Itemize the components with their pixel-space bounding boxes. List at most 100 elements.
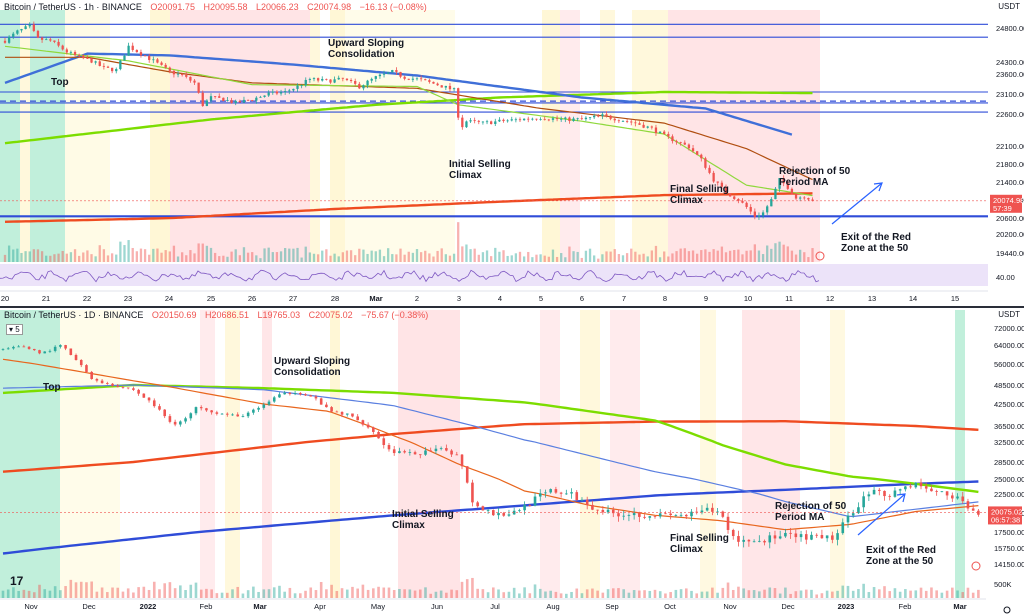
volume-bar-62 bbox=[259, 258, 262, 262]
chart-1d-canvas[interactable]: 72000.00 64000.00 56000.00 48500.00 42500.00… bbox=[0, 308, 1024, 615]
candle-body-14 bbox=[74, 354, 78, 360]
candle-body-140 bbox=[580, 118, 583, 120]
candle-body-137 bbox=[716, 511, 719, 513]
volume-bar-159 bbox=[658, 257, 662, 262]
candle-body-51 bbox=[213, 96, 217, 97]
candle-body-87 bbox=[455, 454, 459, 456]
candle-body-57 bbox=[299, 393, 302, 395]
chart-1d-high: H20686.51 bbox=[204, 310, 250, 320]
candle-body-41 bbox=[215, 412, 219, 414]
volume-bar-102 bbox=[533, 584, 537, 598]
volume-bar-42 bbox=[176, 256, 180, 262]
volume-bar-60 bbox=[314, 590, 318, 598]
candle-body-16 bbox=[85, 365, 88, 372]
candle-body-48 bbox=[201, 92, 204, 106]
candle-body-59 bbox=[309, 395, 313, 397]
candle-body-46 bbox=[241, 416, 245, 417]
volume-bar-76 bbox=[398, 588, 401, 598]
candle-body-67 bbox=[351, 413, 354, 417]
candle-body-120 bbox=[627, 515, 631, 516]
volume-bar-38 bbox=[160, 252, 163, 262]
candle-body-108 bbox=[448, 85, 452, 90]
tradingview-logo-icon[interactable]: 17 bbox=[10, 574, 24, 588]
candle-body-135 bbox=[705, 507, 709, 511]
zone-band-9 bbox=[610, 310, 640, 598]
candle-body-58 bbox=[304, 394, 307, 396]
candle-body-79 bbox=[413, 452, 417, 455]
candle-body-176 bbox=[728, 193, 732, 197]
volume-bar-106 bbox=[440, 248, 443, 262]
volume-bar-166 bbox=[687, 251, 691, 262]
indicator-count-badge[interactable]: ▾ 5 bbox=[6, 324, 23, 335]
annotation-exit-line-0: Exit of the Red bbox=[841, 232, 911, 243]
candle-body-21 bbox=[90, 58, 93, 63]
candle-body-45 bbox=[236, 414, 240, 417]
price-axis-label-9: 22500.00 bbox=[994, 490, 1024, 499]
pane-separator[interactable] bbox=[0, 306, 1024, 309]
volume-bar-47 bbox=[246, 590, 250, 598]
volume-bar-84 bbox=[439, 590, 443, 598]
volume-bar-13 bbox=[57, 253, 60, 262]
volume-bar-113 bbox=[591, 588, 594, 598]
candle-body-181 bbox=[749, 206, 752, 212]
volume-bar-178 bbox=[930, 587, 933, 598]
chart-pane-1d[interactable]: 72000.00 64000.00 56000.00 48500.00 42500.00… bbox=[0, 308, 1024, 615]
volume-bar-0 bbox=[3, 254, 7, 262]
candle-body-14 bbox=[61, 45, 64, 50]
volume-bar-88 bbox=[460, 581, 464, 598]
bar-countdown-label: 06:57:38 bbox=[991, 515, 1020, 524]
volume-bar-151 bbox=[789, 593, 792, 598]
volume-bar-0 bbox=[1, 590, 5, 598]
candle-body-164 bbox=[679, 142, 682, 144]
candle-body-97 bbox=[507, 514, 511, 516]
candle-body-43 bbox=[181, 73, 184, 75]
chart-pane-1h[interactable]: 24800.00 24300.00 23600.00 23100.00 22600.00… bbox=[0, 0, 1024, 307]
candle-body-67 bbox=[279, 92, 283, 94]
volume-bar-61 bbox=[319, 581, 323, 598]
volume-bar-148 bbox=[773, 588, 777, 598]
candle-body-11 bbox=[49, 39, 52, 41]
chart-1h-pair: Bitcoin / TetherUS · 1h · BINANCE bbox=[4, 2, 142, 12]
candle-body-110 bbox=[457, 88, 460, 118]
candle-body-33 bbox=[139, 52, 143, 56]
candle-body-116 bbox=[606, 509, 610, 513]
time-axis-label-10: Sep bbox=[605, 602, 618, 611]
price-axis-label-4: 42500.00 bbox=[994, 400, 1024, 409]
candle-body-12 bbox=[53, 40, 56, 42]
candle-body-29 bbox=[152, 400, 156, 407]
volume-bar-154 bbox=[638, 254, 641, 262]
volume-bar-26 bbox=[110, 253, 114, 262]
volume-bar-159 bbox=[831, 591, 834, 598]
volume-bar-48 bbox=[252, 586, 255, 598]
chart-1h-canvas[interactable]: 24800.00 24300.00 23600.00 23100.00 22600.00… bbox=[0, 0, 1024, 307]
volume-bar-118 bbox=[617, 588, 620, 598]
time-axis-label-9: Mar bbox=[369, 294, 382, 303]
candle-body-126 bbox=[522, 118, 526, 121]
candle-body-60 bbox=[314, 396, 318, 399]
candle-body-69 bbox=[361, 420, 365, 425]
candle-body-184 bbox=[761, 212, 765, 216]
candle-body-129 bbox=[674, 515, 678, 516]
volume-bar-56 bbox=[293, 593, 297, 598]
candle-body-173 bbox=[904, 486, 907, 490]
candle-body-117 bbox=[485, 121, 489, 123]
volume-bar-70 bbox=[292, 248, 295, 262]
volume-bar-106 bbox=[554, 591, 558, 598]
candle-body-103 bbox=[538, 493, 542, 497]
volume-bar-4 bbox=[20, 252, 23, 262]
candle-body-54 bbox=[283, 392, 286, 395]
candle-body-178 bbox=[930, 488, 933, 492]
volume-bar-135 bbox=[705, 591, 709, 598]
volume-bar-125 bbox=[518, 251, 522, 262]
candle-body-98 bbox=[512, 510, 516, 515]
candle-body-12 bbox=[64, 345, 67, 349]
volume-bar-165 bbox=[683, 248, 686, 262]
volume-bar-132 bbox=[690, 590, 693, 598]
candle-body-106 bbox=[440, 85, 443, 88]
candle-body-171 bbox=[708, 167, 711, 173]
candle-body-74 bbox=[387, 445, 391, 450]
volume-bar-101 bbox=[419, 252, 423, 262]
last-price-tag bbox=[988, 506, 1022, 525]
chart-1d-pair: Bitcoin / TetherUS · 1D · BINANCE bbox=[4, 310, 144, 320]
candle-body-101 bbox=[528, 505, 532, 506]
